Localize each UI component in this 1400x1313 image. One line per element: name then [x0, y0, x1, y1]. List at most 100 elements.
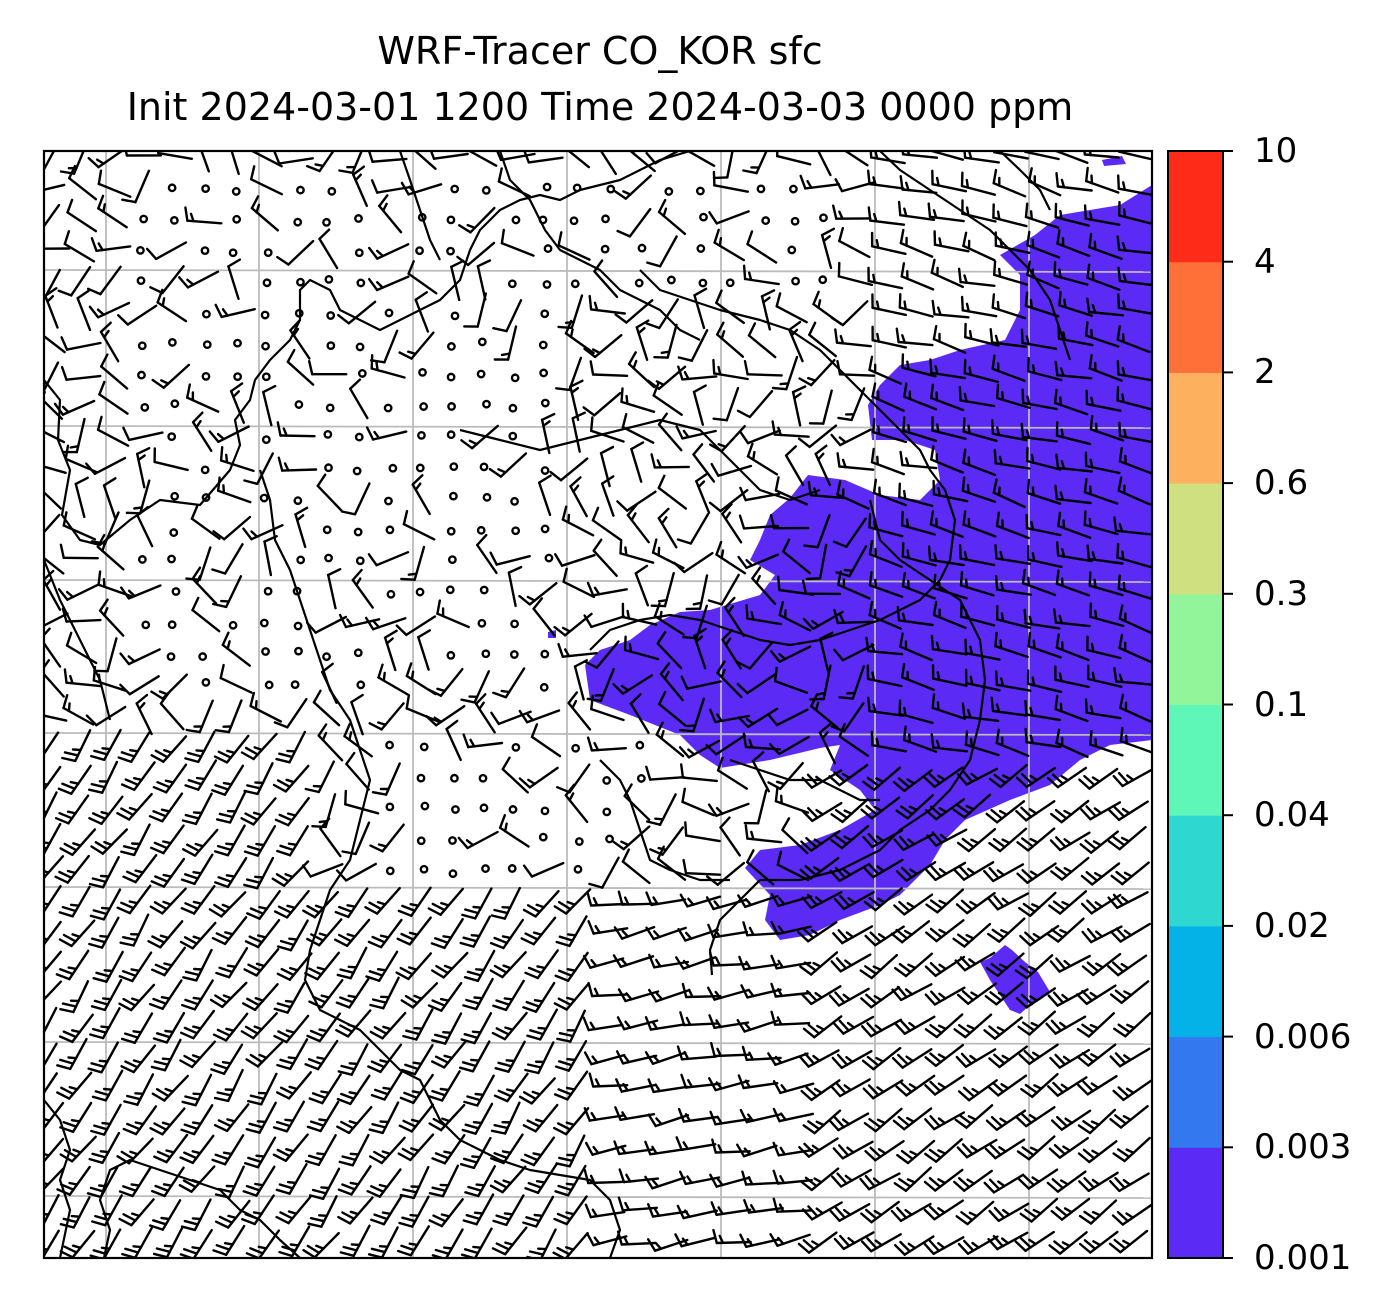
wind-barb — [443, 1246, 453, 1250]
wind-barb — [120, 1065, 135, 1074]
wind-barb — [846, 1146, 855, 1154]
wind-barb — [1119, 726, 1124, 743]
wind-barb — [1114, 1114, 1128, 1125]
wind-barb — [927, 202, 932, 219]
wind-barb — [503, 1212, 514, 1216]
wind-barb — [692, 601, 703, 606]
calm-wind-marker — [296, 555, 306, 565]
wind-barb — [345, 751, 356, 766]
wind-barb — [321, 670, 338, 704]
wind-barb — [213, 1123, 229, 1133]
wind-barb — [896, 605, 901, 622]
wind-barb — [93, 749, 109, 756]
wind-barb — [522, 864, 534, 878]
wind-barb — [620, 958, 628, 967]
wind-barb — [466, 970, 482, 977]
calm-wind-marker — [482, 399, 491, 409]
wind-barb — [200, 151, 211, 173]
calm-wind-marker — [637, 243, 647, 253]
wind-barb — [382, 202, 388, 212]
wind-barb — [57, 289, 73, 297]
wind-barb — [95, 705, 127, 727]
wind-barb — [675, 956, 685, 970]
wind-barb — [94, 1090, 111, 1097]
wind-barb — [923, 776, 936, 788]
wind-barb — [276, 779, 291, 788]
calm-wind-marker — [167, 620, 177, 630]
wind-barb — [1020, 773, 1034, 785]
wind-barb — [398, 1124, 413, 1133]
wind-barb — [184, 206, 189, 222]
wind-barb — [183, 1151, 198, 1160]
wind-barb — [54, 875, 69, 884]
calm-wind-marker — [419, 742, 429, 752]
wind-barb — [890, 1209, 903, 1223]
calm-wind-marker — [357, 369, 367, 378]
wind-barb — [839, 894, 851, 908]
wind-barb — [209, 998, 224, 1009]
wind-barb — [376, 968, 387, 972]
wind-barb — [929, 899, 944, 910]
wind-barb — [834, 328, 839, 344]
wind-barb — [59, 1008, 75, 1014]
calm-wind-marker — [137, 341, 147, 351]
wind-barb — [1051, 1178, 1065, 1190]
wind-barb — [369, 1030, 384, 1040]
wind-barb — [843, 809, 853, 815]
wind-barb — [1121, 241, 1127, 252]
wind-barb — [1029, 734, 1035, 745]
wind-barb — [276, 1063, 292, 1071]
wind-barb — [891, 1056, 904, 1069]
calm-wind-marker — [327, 186, 337, 196]
colorbar-tick-label: 0.1 — [1254, 684, 1309, 725]
wind-barb — [724, 637, 732, 646]
wind-barb — [500, 228, 505, 245]
wind-barb — [63, 230, 71, 246]
wind-barb — [337, 313, 350, 325]
wind-barb — [240, 1030, 255, 1040]
wind-barb — [747, 1176, 754, 1186]
wind-barb — [1106, 965, 1120, 977]
wind-barb — [802, 927, 815, 939]
wind-barb — [1112, 1152, 1126, 1163]
wind-barb — [62, 933, 77, 943]
wind-barb — [772, 1141, 780, 1157]
wind-barb — [1050, 1019, 1063, 1032]
wind-barb — [562, 567, 568, 583]
wind-barb — [70, 1214, 81, 1218]
wind-barb — [120, 751, 136, 758]
wind-barb — [1120, 836, 1131, 843]
wind-barb — [930, 445, 935, 461]
wind-barb — [99, 265, 122, 296]
wind-barb — [721, 629, 734, 641]
wind-barb — [29, 1092, 42, 1097]
calm-wind-marker — [261, 647, 270, 656]
wind-barb — [873, 994, 883, 1002]
wind-barb — [782, 550, 811, 575]
calm-wind-marker — [388, 463, 398, 473]
wind-barb — [744, 492, 781, 502]
wind-barb — [898, 293, 902, 309]
colorbar-tick-label: 0.3 — [1254, 573, 1309, 614]
wind-barb — [223, 543, 244, 575]
wind-barb — [275, 1215, 290, 1225]
wind-barb — [1060, 460, 1066, 470]
wind-barb — [67, 176, 98, 201]
wind-barb — [402, 1188, 418, 1194]
wind-barb — [623, 1236, 629, 1246]
wind-barb — [192, 935, 203, 941]
wind-barb — [100, 811, 111, 816]
wind-barb — [1031, 676, 1036, 687]
wind-barb — [681, 1237, 689, 1246]
wind-barb — [28, 944, 40, 949]
wind-barb — [893, 1182, 908, 1193]
wind-barb — [427, 1004, 443, 1012]
wind-barb — [164, 1029, 175, 1034]
wind-barb — [841, 1118, 851, 1126]
wind-barb — [569, 476, 582, 488]
wind-barb — [745, 559, 754, 567]
wind-barb — [937, 1178, 947, 1185]
wind-barb — [1109, 1117, 1123, 1129]
wind-barb — [76, 297, 92, 332]
wind-barb — [262, 390, 273, 427]
